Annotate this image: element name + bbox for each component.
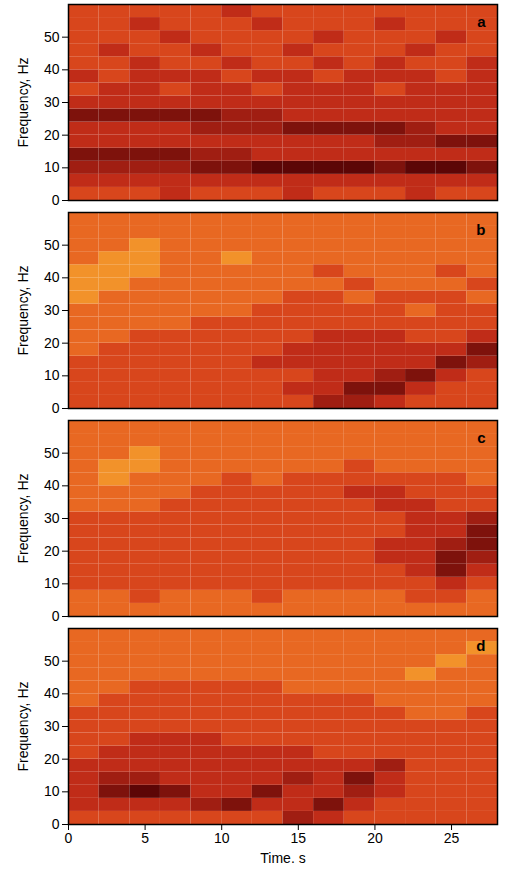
svg-text:Frequency, Hz: Frequency, Hz xyxy=(15,682,31,772)
svg-text:40: 40 xyxy=(44,477,60,493)
svg-text:c: c xyxy=(477,429,485,446)
svg-text:20: 20 xyxy=(44,751,60,767)
svg-text:50: 50 xyxy=(44,445,60,461)
svg-text:20: 20 xyxy=(44,543,60,559)
svg-text:50: 50 xyxy=(44,29,60,45)
svg-text:0: 0 xyxy=(52,816,60,832)
svg-text:30: 30 xyxy=(44,94,60,110)
svg-text:40: 40 xyxy=(44,61,60,77)
svg-text:d: d xyxy=(476,637,485,654)
svg-text:10: 10 xyxy=(44,575,60,591)
svg-text:0: 0 xyxy=(65,830,73,846)
svg-text:0: 0 xyxy=(52,192,60,208)
svg-text:10: 10 xyxy=(44,367,60,383)
svg-text:15: 15 xyxy=(291,830,307,846)
svg-text:30: 30 xyxy=(44,718,60,734)
svg-text:5: 5 xyxy=(141,830,149,846)
svg-text:0: 0 xyxy=(52,400,60,416)
svg-text:10: 10 xyxy=(44,783,60,799)
svg-text:20: 20 xyxy=(367,830,383,846)
svg-text:50: 50 xyxy=(44,653,60,669)
svg-text:25: 25 xyxy=(444,830,460,846)
svg-text:30: 30 xyxy=(44,302,60,318)
svg-text:20: 20 xyxy=(44,335,60,351)
svg-text:20: 20 xyxy=(44,127,60,143)
svg-text:Frequency, Hz: Frequency, Hz xyxy=(15,474,31,564)
svg-text:Frequency, Hz: Frequency, Hz xyxy=(15,266,31,356)
svg-text:Frequency, Hz: Frequency, Hz xyxy=(15,58,31,148)
svg-text:40: 40 xyxy=(44,685,60,701)
svg-text:0: 0 xyxy=(52,608,60,624)
svg-text:30: 30 xyxy=(44,510,60,526)
svg-text:10: 10 xyxy=(44,159,60,175)
svg-text:Time. s: Time. s xyxy=(260,850,305,866)
svg-text:a: a xyxy=(477,13,486,30)
svg-text:40: 40 xyxy=(44,269,60,285)
svg-text:50: 50 xyxy=(44,237,60,253)
svg-text:10: 10 xyxy=(214,830,230,846)
svg-text:b: b xyxy=(476,221,485,238)
